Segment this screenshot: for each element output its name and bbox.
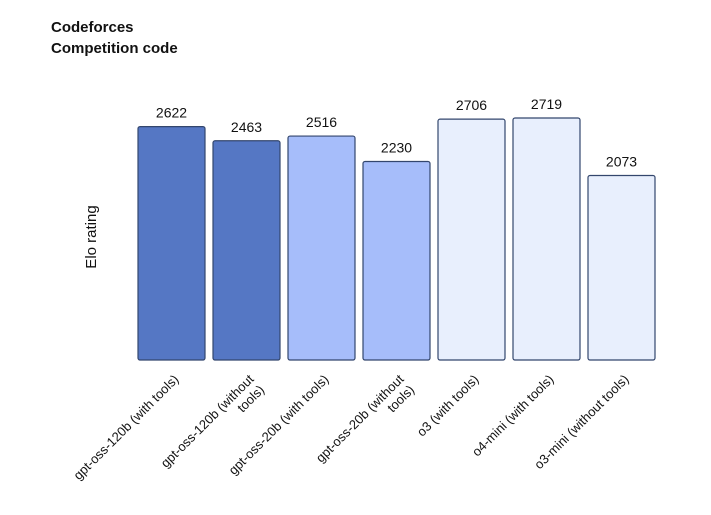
bar-5 [437, 118, 506, 361]
x-tick-label-line: o3 (with tools) [414, 372, 482, 440]
bar-4 [362, 160, 431, 361]
value-label-5: 2706 [456, 97, 487, 113]
bar-1 [137, 126, 206, 361]
y-axis-label: Elo rating [83, 205, 100, 268]
x-tick-label-5: o3 (with tools) [414, 372, 482, 440]
bar-7 [587, 174, 656, 361]
value-label-4: 2230 [381, 140, 412, 156]
value-labels-group: 2622 2463 2516 2230 2706 2719 2073 [156, 96, 637, 169]
x-tick-label-line: o4-mini (with tools) [469, 372, 557, 460]
bar-2 [212, 140, 281, 361]
value-label-1: 2622 [156, 105, 187, 121]
chart-title: Codeforces [51, 19, 134, 36]
value-label-2: 2463 [231, 119, 262, 135]
value-label-6: 2719 [531, 96, 562, 112]
value-label-3: 2516 [306, 114, 337, 130]
bars-group [137, 117, 656, 361]
chart-subtitle: Competition code [51, 40, 178, 57]
x-tick-label-6: o4-mini (with tools) [469, 372, 557, 460]
value-label-7: 2073 [606, 153, 637, 169]
x-tick-labels-group: gpt-oss-120b (with tools)gpt-oss-120b (w… [70, 371, 631, 483]
x-tick-label-4: gpt-oss-20b (withouttools) [313, 371, 418, 476]
bar-6 [512, 117, 581, 361]
chart-title-block: Codeforces Competition code [51, 17, 178, 59]
bar-3 [287, 135, 356, 361]
